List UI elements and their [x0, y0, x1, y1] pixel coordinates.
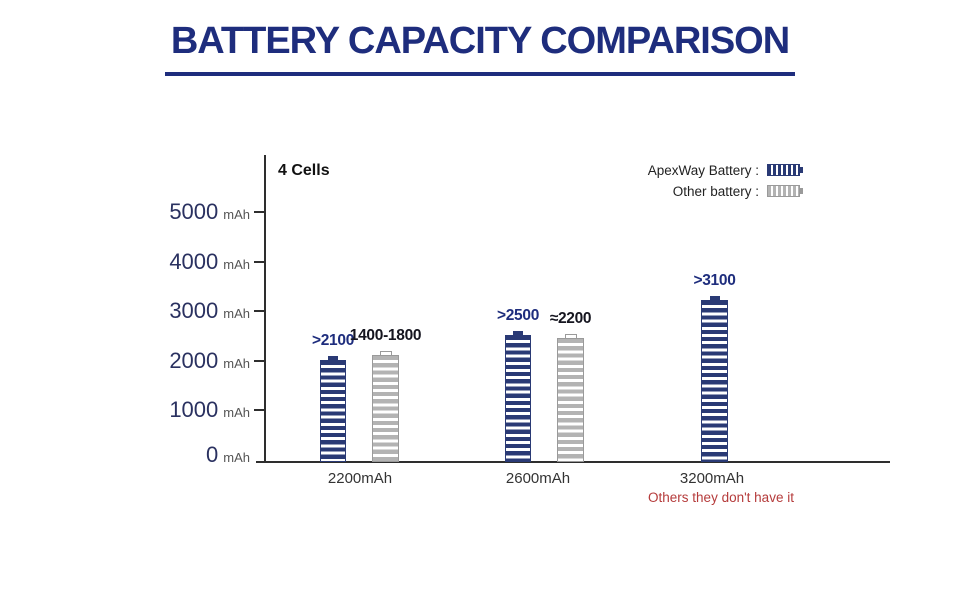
y-tick-value: 0: [206, 442, 219, 467]
y-tick-unit: mAh: [223, 257, 250, 272]
y-tick-label: 1000 mAh: [169, 397, 250, 423]
legend: ApexWay Battery : Other battery :: [647, 162, 803, 204]
bar-value-label: >2500: [496, 307, 540, 324]
y-tick-label: 2000 mAh: [169, 348, 250, 374]
bar-value-label: >3100: [693, 272, 736, 289]
bar-value-label: ≈2200: [549, 310, 592, 327]
page-title: BATTERY CAPACITY COMPARISON: [164, 20, 796, 76]
y-tick-mark: [254, 261, 265, 263]
y-tick-label: 4000 mAh: [169, 249, 250, 275]
y-tick-mark: [254, 211, 265, 213]
others-footnote: Others they don't have it: [648, 490, 794, 505]
y-tick-unit: mAh: [223, 405, 250, 420]
other-battery-icon: [767, 185, 803, 197]
y-tick-mark: [254, 310, 265, 312]
y-tick-mark: [254, 360, 265, 362]
legend-label: ApexWay Battery :: [647, 162, 759, 178]
bar-other-2600: ≈2200: [550, 310, 592, 462]
bar-value-label: 1400-1800: [349, 327, 422, 344]
title-wrap: BATTERY CAPACITY COMPARISON: [0, 20, 960, 76]
x-axis-line: [256, 461, 890, 463]
y-tick-unit: mAh: [223, 356, 250, 371]
y-tick-unit: mAh: [223, 450, 250, 465]
cells-label: 4 Cells: [278, 162, 330, 179]
y-axis-line: [264, 155, 266, 463]
y-tick-unit: mAh: [223, 306, 250, 321]
y-tick-value: 4000: [169, 249, 219, 274]
y-tick-label: 3000 mAh: [169, 298, 250, 324]
y-tick-value: 5000: [169, 199, 219, 224]
bar-apexway-2200: >2100: [312, 332, 354, 462]
bar-value-label: >2100: [311, 332, 355, 349]
y-tick-value: 3000: [169, 298, 219, 323]
y-tick-label: 5000 mAh: [169, 199, 250, 225]
y-tick-label: 0 mAh: [206, 442, 250, 468]
bar-apexway-3200: >3100: [693, 272, 736, 462]
battery-cap-icon: [328, 356, 338, 361]
legend-item-other: Other battery :: [648, 183, 803, 199]
battery-cap-icon: [709, 296, 720, 301]
apexway-battery-icon: [767, 164, 803, 176]
battery-cap-icon: [379, 351, 392, 356]
x-category-label: 3200mAh: [679, 470, 745, 487]
y-tick-unit: mAh: [223, 207, 250, 222]
y-tick-value: 1000: [169, 397, 219, 422]
legend-label: Other battery :: [672, 183, 759, 199]
x-category-label: 2600mAh: [505, 470, 571, 487]
bar-other-2200: 1400-1800: [350, 327, 422, 462]
legend-item-apexway: ApexWay Battery :: [647, 162, 803, 178]
y-tick-value: 2000: [169, 348, 219, 373]
battery-cap-icon: [513, 331, 523, 336]
bar-apexway-2600: >2500: [497, 307, 539, 462]
battery-cap-icon: [564, 334, 577, 339]
y-tick-mark: [254, 409, 265, 411]
x-category-label: 2200mAh: [327, 470, 393, 487]
